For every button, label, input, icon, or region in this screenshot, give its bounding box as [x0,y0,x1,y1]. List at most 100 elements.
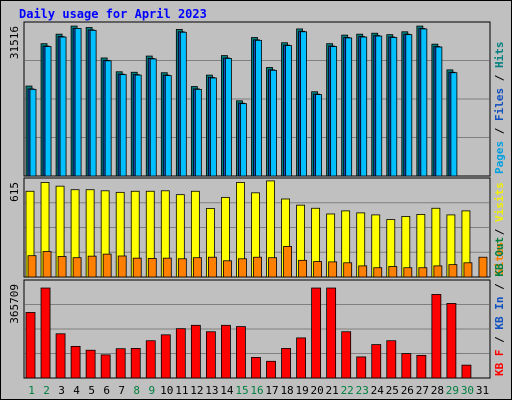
day-label-31: 31 [476,384,489,397]
bar-sites-day-22 [343,262,353,278]
bar-pages-day-20 [315,94,323,177]
bar-kb-f-day-28 [431,294,442,379]
bar-pages-day-7 [119,74,127,177]
bar-sites-day-18 [283,246,292,278]
bar-pages-day-12 [194,88,202,177]
panel-series-legend: Pages / Files / Hits [493,42,506,175]
day-label-17: 17 [265,384,278,397]
bar-pages-day-17 [270,69,277,177]
bar-sites-day-8 [132,257,142,278]
day-label-7: 7 [118,384,125,397]
bar-pages-day-25 [390,37,398,177]
panel-hits-files-pages: 31516 Pages / Files / Hits [8,21,506,177]
chart-title: Daily usage for April 2023 [19,7,207,21]
day-label-25: 25 [386,384,399,397]
bar-sites-day-30 [463,262,473,278]
bar-sites-day-13 [207,256,217,278]
bar-sites-day-19 [298,259,307,278]
legend-separator: / [493,222,506,242]
bar-pages-day-8 [134,74,142,177]
bar-sites-day-11 [177,258,187,278]
day-label-20: 20 [311,384,324,397]
bar-sites-day-16 [253,256,262,278]
bar-kb-f-day-23 [356,356,367,379]
day-label-2: 2 [43,384,50,397]
day-label-11: 11 [175,384,188,397]
panel-series-legend: Sites / Visits [493,182,506,275]
bar-kb-f-day-14 [221,324,231,379]
bar-pages-day-28 [435,46,443,177]
day-label-18: 18 [280,384,293,397]
bar-pages-day-19 [300,31,307,177]
bar-pages-day-18 [285,45,292,177]
day-label-9: 9 [148,384,155,397]
bar-pages-day-3 [59,36,67,177]
bar-kb-f-day-16 [251,357,261,379]
bar-kb-f-day-17 [266,360,276,379]
bar-sites-day-29 [448,264,458,278]
day-label-23: 23 [356,384,369,397]
day-label-29: 29 [446,384,459,397]
legend-files: Files [493,88,506,121]
day-label-28: 28 [431,384,444,397]
panel-visits-sites: 615 Sites / Visits [8,177,506,278]
panel-max-label: 31516 [8,26,21,59]
legend-sites: Sites [493,242,506,275]
bar-pages-day-2 [44,46,52,177]
bar-sites-day-9 [147,258,157,278]
bar-kb-f-day-22 [341,331,352,379]
bar-kb-f-day-1 [25,312,36,379]
day-label-4: 4 [73,384,80,397]
bar-pages-day-4 [74,28,82,177]
day-label-6: 6 [103,384,110,397]
bar-pages-day-21 [330,46,338,177]
bar-kb-f-day-15 [236,326,246,379]
bar-sites-day-3 [57,256,67,278]
day-label-16: 16 [250,384,263,397]
bar-sites-day-12 [192,257,202,278]
bar-sites-day-2 [42,251,52,278]
legend-separator: / [493,121,506,141]
legend-kb-in: KB In [493,297,506,330]
bar-kb-f-day-10 [160,334,171,379]
day-label-30: 30 [461,384,474,397]
bar-sites-day-15 [238,258,247,278]
panel-max-label: 615 [8,182,21,202]
bar-sites-day-23 [358,265,368,278]
day-label-13: 13 [205,384,218,397]
bar-pages-day-14 [225,58,232,177]
bar-pages-day-27 [420,28,428,177]
bar-kb-f-day-26 [401,353,412,379]
day-label-26: 26 [401,384,414,397]
bar-kb-f-day-30 [461,364,472,379]
bar-kb-f-day-5 [85,349,96,379]
legend-visits: Visits [493,182,506,222]
bar-kb-f-day-18 [281,348,291,379]
legend-pages: Pages [493,141,506,174]
bar-sites-day-6 [102,253,112,278]
day-label-1: 1 [28,384,35,397]
bar-sites-day-31 [478,256,488,278]
day-label-21: 21 [326,384,339,397]
bar-sites-day-1 [27,255,37,278]
bar-kb-f-day-13 [205,331,216,379]
panel-series-legend: KB F / KB In / KB Out [493,237,506,376]
bar-pages-day-29 [450,72,458,177]
bar-kb-f-day-24 [371,344,382,379]
bar-kb-f-day-12 [190,324,201,379]
legend-kb-out: KB Out [493,237,506,277]
panel-kbytes: 365709 KB F / KB In / KB Out [8,237,506,379]
day-label-24: 24 [371,384,385,397]
day-label-10: 10 [160,384,173,397]
bar-pages-day-26 [405,34,413,177]
panel-max-label: 365709 [8,284,21,324]
bar-sites-day-24 [373,267,383,278]
bar-sites-day-26 [403,267,413,278]
day-axis: 1 2 3 4 5 6 7 8 9 10 11 12 13 14 15 16 17 18 19 20 21 22 23 24 2… [28,384,489,397]
bar-kb-f-day-25 [386,340,397,379]
bar-sites-day-27 [418,267,428,278]
bar-kb-f-day-29 [446,303,457,379]
day-label-19: 19 [295,384,308,397]
